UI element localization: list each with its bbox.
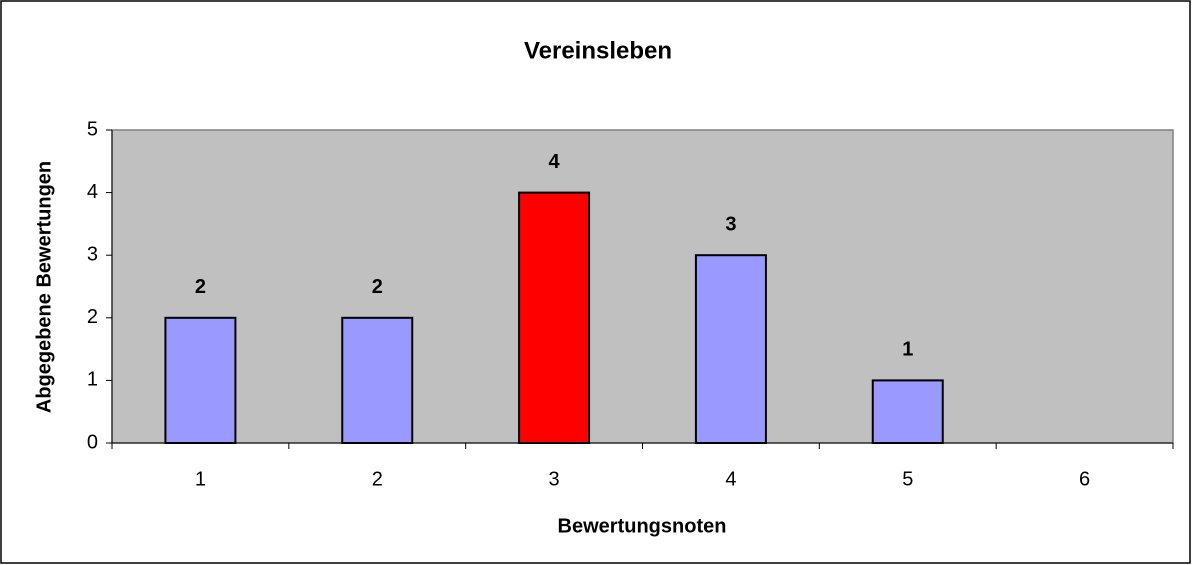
- x-tick-label: 4: [725, 468, 736, 490]
- x-tick-label: 2: [372, 468, 383, 490]
- x-tick-label: 3: [549, 468, 560, 490]
- bar: [164, 316, 237, 444]
- x-tick-label: 1: [195, 468, 206, 490]
- data-label: 3: [725, 213, 736, 235]
- data-label: 1: [902, 339, 913, 361]
- bar: [694, 254, 767, 444]
- data-label: 2: [195, 276, 206, 298]
- x-axis-label: Bewertungsnoten: [558, 515, 727, 537]
- y-tick-label: 5: [87, 118, 98, 140]
- bar: [871, 379, 944, 444]
- chart-title: Vereinsleben: [524, 37, 672, 64]
- y-axis-label: Abgegebene Bewertungen: [33, 161, 55, 413]
- y-tick-label: 1: [87, 369, 98, 391]
- bar: [518, 191, 591, 444]
- y-tick-label: 2: [87, 306, 98, 328]
- data-label: 4: [549, 151, 561, 173]
- plot-area: [111, 129, 1174, 444]
- y-tick-label: 0: [87, 431, 98, 453]
- x-tick-label: 5: [902, 468, 913, 490]
- y-tick-label: 4: [87, 181, 98, 203]
- y-tick-label: 3: [87, 243, 98, 265]
- bar: [341, 316, 414, 444]
- data-label: 2: [372, 276, 383, 298]
- x-tick-label: 6: [1079, 468, 1090, 490]
